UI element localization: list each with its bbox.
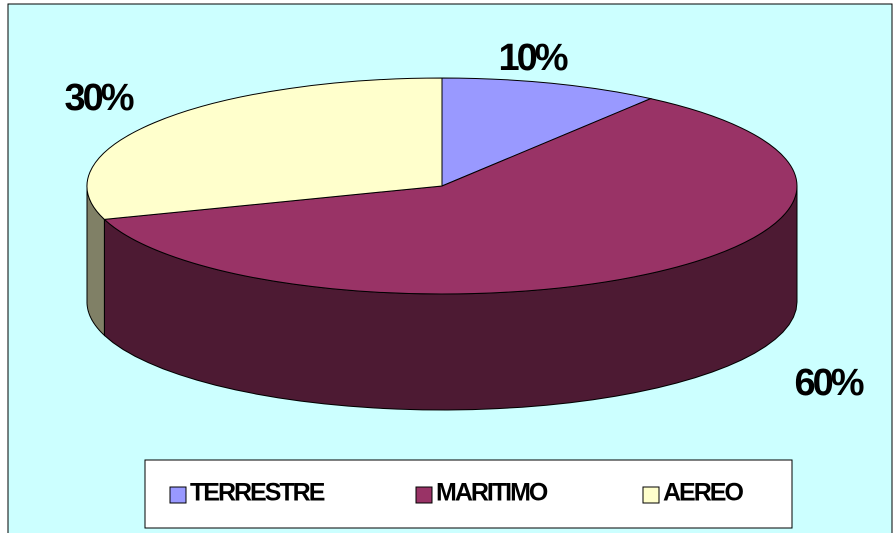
slice [441,77,653,187]
legend-swatch [169,486,187,504]
legend-swatch [642,486,660,504]
slice [86,77,443,220]
legend-label: AEREO [663,479,743,507]
legend-swatch [415,486,433,504]
pie [86,77,798,411]
data-label: 30% [64,77,133,119]
data-label: 10% [498,37,567,79]
legend-label: MARITIMO [436,479,548,507]
slice [103,98,798,295]
legend-label: TERRESTRE [190,479,325,507]
legend [144,459,793,529]
data-label: 60% [794,362,863,404]
